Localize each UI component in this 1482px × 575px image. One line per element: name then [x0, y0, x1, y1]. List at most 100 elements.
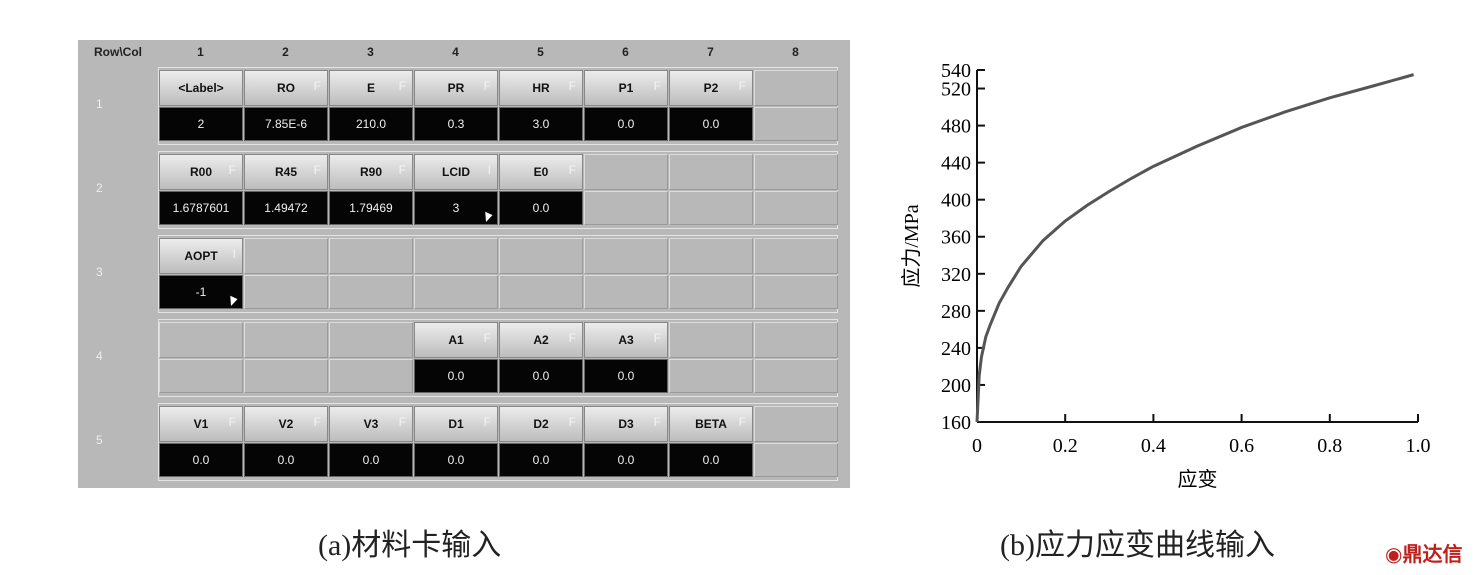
field-name: PR — [447, 81, 465, 95]
row-label: 2 — [96, 181, 103, 195]
field-label: BETA F — [669, 406, 753, 442]
field-name: E0 — [533, 165, 549, 179]
value-text: 0.0 — [192, 453, 210, 467]
field-label: D1 F — [414, 406, 498, 442]
field-value[interactable]: 0.0 — [584, 359, 668, 393]
empty-cell — [669, 191, 753, 225]
row-label: 5 — [96, 433, 103, 447]
value-text: 0.0 — [277, 453, 295, 467]
field-type-flag: I — [487, 163, 491, 177]
field-type-flag: F — [568, 79, 576, 93]
field-value[interactable]: 0.0 — [329, 443, 413, 477]
field-type-flag: F — [568, 415, 576, 429]
empty-cell — [754, 238, 838, 274]
value-text: 0.0 — [532, 453, 550, 467]
field-name: A2 — [533, 333, 549, 347]
field-value[interactable]: 0.0 — [584, 107, 668, 141]
empty-cell — [414, 238, 498, 274]
empty-cell — [329, 359, 413, 393]
value-text: 0.0 — [532, 369, 550, 383]
empty-cell — [669, 238, 753, 274]
value-text: 0.0 — [532, 201, 550, 215]
field-value[interactable]: 1.49472 — [244, 191, 328, 225]
empty-cell — [669, 322, 753, 358]
empty-cell — [244, 322, 328, 358]
empty-cell — [499, 238, 583, 274]
y-tick-label: 280 — [941, 301, 971, 323]
empty-cell — [754, 107, 838, 141]
empty-cell — [414, 275, 498, 309]
field-value[interactable]: 0.0 — [414, 443, 498, 477]
field-name: HR — [532, 81, 550, 95]
field-label: V2 F — [244, 406, 328, 442]
field-value[interactable]: 0.0 — [584, 443, 668, 477]
field-value[interactable]: -1 — [159, 275, 243, 309]
value-text: 0.0 — [702, 453, 720, 467]
empty-cell — [584, 191, 668, 225]
field-value[interactable]: 1.79469 — [329, 191, 413, 225]
field-label: D3 F — [584, 406, 668, 442]
field-value[interactable]: 2 — [159, 107, 243, 141]
field-type-flag: F — [313, 415, 321, 429]
empty-cell — [669, 275, 753, 309]
empty-cell — [244, 359, 328, 393]
empty-cell — [584, 238, 668, 274]
material-card-panel: Row\Col 1 2 3 4 5 6 7 8 1 <Label> 2 RO F 7.85E-6 E F 210.… — [78, 40, 850, 488]
column-header: 7 — [707, 45, 714, 59]
y-tick-label: 320 — [941, 264, 971, 286]
field-name: A1 — [448, 333, 464, 347]
field-value[interactable]: 0.3 — [414, 107, 498, 141]
value-text: 3.0 — [532, 117, 550, 131]
field-type-flag: F — [398, 163, 406, 177]
field-value[interactable]: 3.0 — [499, 107, 583, 141]
field-type-flag: F — [568, 331, 576, 345]
field-value[interactable]: 0.0 — [669, 443, 753, 477]
field-name: V3 — [363, 417, 379, 431]
field-label: RO F — [244, 70, 328, 106]
field-label: A1 F — [414, 322, 498, 358]
field-value[interactable]: 0.0 — [499, 359, 583, 393]
field-type-flag: F — [398, 415, 406, 429]
field-value[interactable]: 0.0 — [499, 191, 583, 225]
field-type-flag: F — [483, 79, 491, 93]
value-text: 0.0 — [447, 453, 465, 467]
field-value[interactable]: 210.0 — [329, 107, 413, 141]
field-name: BETA — [695, 417, 727, 431]
field-type-flag: F — [653, 415, 661, 429]
field-label: V3 F — [329, 406, 413, 442]
field-value[interactable]: 0.0 — [159, 443, 243, 477]
field-value[interactable]: 1.6787601 — [159, 191, 243, 225]
field-type-flag: F — [653, 79, 661, 93]
y-axis-label: 应力/MPa — [900, 204, 923, 287]
column-header: 8 — [792, 45, 799, 59]
y-tick-label: 540 — [941, 60, 971, 82]
dropdown-arrow — [481, 211, 493, 224]
empty-cell — [584, 275, 668, 309]
empty-cell — [159, 322, 243, 358]
y-tick-label: 160 — [941, 412, 971, 434]
value-text: 1.49472 — [264, 201, 308, 215]
field-name: D3 — [618, 417, 634, 431]
value-text: 0.0 — [362, 453, 380, 467]
field-value[interactable]: 3 — [414, 191, 498, 225]
field-value[interactable]: 0.0 — [499, 443, 583, 477]
value-text: 1.6787601 — [172, 201, 230, 215]
field-value[interactable]: 0.0 — [414, 359, 498, 393]
x-tick-label: 0 — [972, 435, 982, 457]
field-value[interactable]: 0.0 — [244, 443, 328, 477]
field-name: LCID — [442, 165, 470, 179]
field-name: A3 — [618, 333, 634, 347]
dropdown-arrow — [226, 295, 238, 308]
column-header: 2 — [282, 45, 289, 59]
field-name: AOPT — [184, 249, 218, 263]
row-block — [158, 403, 838, 481]
field-value[interactable]: 0.0 — [669, 107, 753, 141]
field-value[interactable]: 7.85E-6 — [244, 107, 328, 141]
value-text: 7.85E-6 — [264, 117, 308, 131]
field-label: <Label> — [159, 70, 243, 106]
value-text: 0.0 — [447, 369, 465, 383]
empty-cell — [754, 191, 838, 225]
row-label: 1 — [96, 97, 103, 111]
